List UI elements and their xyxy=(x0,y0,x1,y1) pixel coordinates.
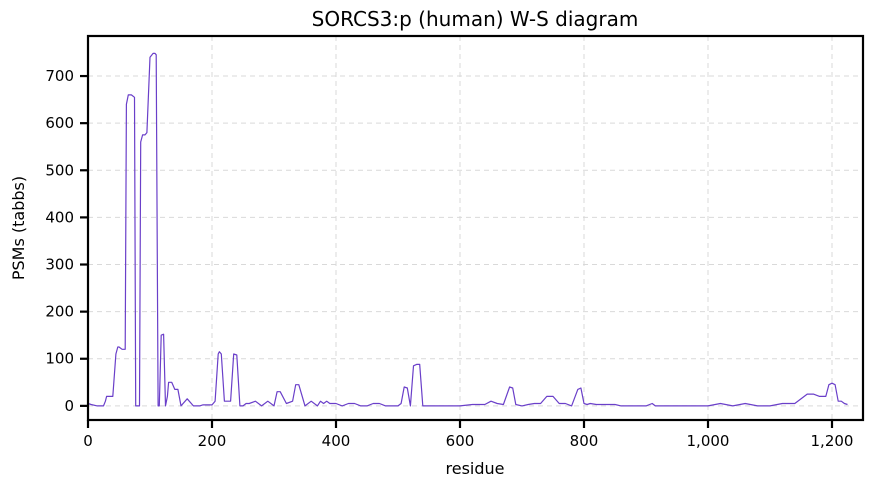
chart-title: SORCS3:p (human) W-S diagram xyxy=(312,7,639,31)
x-axis: 0 200 400 600 800 1,000 1,200 xyxy=(83,420,853,450)
y-tick-label: 100 xyxy=(45,350,74,368)
series-line xyxy=(87,52,848,407)
y-axis: 0 100 200 300 400 500 600 700 xyxy=(45,67,88,415)
y-tick-label: 300 xyxy=(45,256,74,274)
y-axis-label: PSMs (tabbs) xyxy=(9,176,28,280)
y-tick-label: 0 xyxy=(64,397,74,415)
x-tick-label: 0 xyxy=(83,432,93,450)
x-axis-label: residue xyxy=(446,459,505,478)
y-tick-label: 200 xyxy=(45,303,74,321)
x-tick-label: 200 xyxy=(198,432,227,450)
y-tick-label: 600 xyxy=(45,114,74,132)
grid-lines xyxy=(87,36,863,420)
plot-frame xyxy=(86,34,865,422)
y-tick-label: 500 xyxy=(45,161,74,179)
x-tick-label: 400 xyxy=(322,432,351,450)
y-tick-label: 700 xyxy=(45,67,74,85)
x-tick-label: 1,000 xyxy=(687,432,730,450)
x-tick-label: 1,200 xyxy=(811,432,854,450)
series-layer xyxy=(87,52,848,407)
x-tick-label: 600 xyxy=(446,432,475,450)
x-tick-label: 800 xyxy=(570,432,599,450)
y-tick-label: 400 xyxy=(45,208,74,226)
